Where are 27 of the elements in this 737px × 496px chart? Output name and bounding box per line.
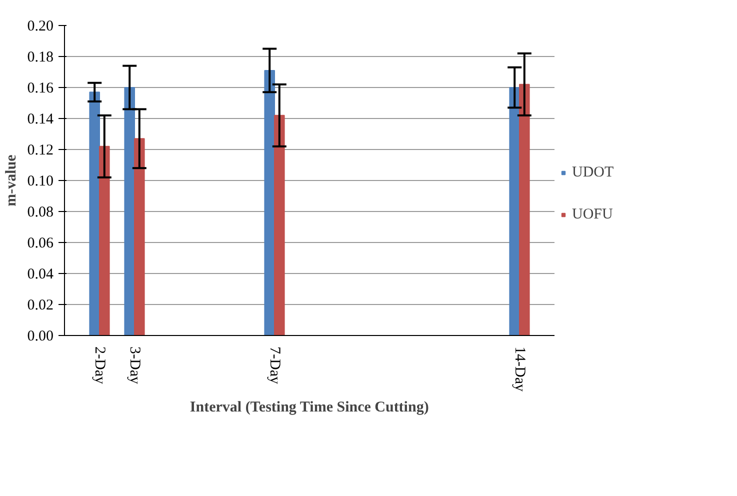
x-tick-label: 2-Day: [92, 346, 108, 384]
y-tick-label: 0.02: [27, 298, 54, 314]
y-tick-label: 0.04: [27, 266, 54, 282]
bar: [89, 92, 100, 336]
legend-label: UOFU: [572, 206, 613, 223]
y-tick-label: 0.06: [27, 236, 54, 252]
y-tick-label: 0.16: [27, 80, 54, 96]
bar: [509, 87, 520, 336]
y-tick-label: 0.20: [27, 18, 54, 34]
y-tick-label: 0.00: [27, 328, 54, 344]
bar: [519, 84, 530, 336]
y-tick-label: 0.14: [27, 112, 54, 128]
bar: [134, 138, 145, 336]
x-tick-label: 14-Day: [512, 346, 528, 392]
y-tick-label: 0.12: [27, 142, 54, 158]
y-tick-label: 0.10: [27, 174, 54, 190]
x-tick-label: 7-Day: [266, 346, 282, 384]
y-tick-label: 0.18: [27, 50, 54, 66]
bar: [264, 70, 275, 336]
y-tick-label: 0.08: [27, 204, 54, 220]
bar: [124, 87, 135, 336]
x-axis-title: Interval (Testing Time Since Cutting): [190, 399, 429, 416]
bar: [274, 114, 285, 336]
y-axis-title: m-value: [3, 154, 20, 206]
x-tick-label: 3-Day: [126, 346, 142, 384]
bar: [99, 146, 110, 336]
legend-label: UDOT: [572, 164, 614, 181]
